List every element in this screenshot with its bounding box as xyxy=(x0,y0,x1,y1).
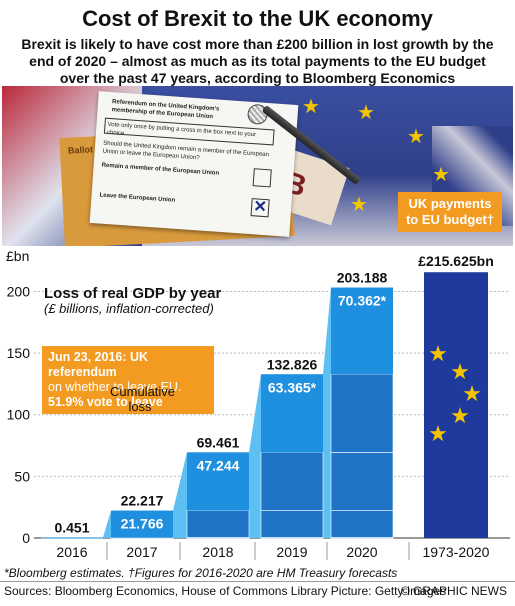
annual-value-label: 63.365* xyxy=(268,379,317,395)
cumulative-value-label: 0.451 xyxy=(54,519,89,535)
eu-star-icon: ★ xyxy=(432,164,450,186)
leave-cross-icon: ✕ xyxy=(250,198,270,218)
gdp-subtitle: (£ billions, inflation-corrected) xyxy=(44,301,214,316)
option-leave: Leave the European Union xyxy=(99,192,176,204)
event-line-2: on whether to leave EU. xyxy=(48,380,182,394)
x-axis-labels: 2016 2017 2018 2019 2020 1973-2020 xyxy=(56,542,490,560)
eu-star-icon: ★ xyxy=(462,382,482,407)
eu-star-icon: ★ xyxy=(357,102,375,124)
x-tick-label: 2016 xyxy=(56,544,87,560)
sources: Sources: Bloomberg Economics, House of C… xyxy=(4,584,447,598)
y-tick-label: 200 xyxy=(7,283,31,299)
x-tick-label: 2020 xyxy=(346,544,377,560)
divider xyxy=(0,581,515,582)
value-labels: 0.451 21.766 22.217 47.244 69.461 63.365* 132.… xyxy=(54,253,493,535)
event-line-3: 51.9% vote to leave xyxy=(48,395,163,409)
y-tick-label: 150 xyxy=(7,345,31,361)
uk-budget-value-label: £215.625bn xyxy=(418,253,494,269)
bar-segment xyxy=(186,510,250,538)
ballot-photo: ★ ★ ★ ★ ★ Ballot B Referendum on the Uni… xyxy=(2,86,513,246)
footnote: *Bloomberg estimates. †Figures for 2016-… xyxy=(4,566,398,580)
bar-segment xyxy=(111,510,173,538)
cumulative-value-label: 203.188 xyxy=(337,270,388,286)
uk-budget-bar xyxy=(424,272,488,538)
annual-value-label: 70.362* xyxy=(338,293,387,309)
y-tick-label: 100 xyxy=(7,407,31,423)
x-tick-label: 2019 xyxy=(276,544,307,560)
x-tick-label: 2017 xyxy=(126,544,157,560)
eu-star-icon: ★ xyxy=(450,360,470,385)
bar-segment xyxy=(331,287,393,375)
envelope-text: Ballot xyxy=(67,144,94,156)
event-line-1: Jun 23, 2016: UK referendum xyxy=(48,350,149,379)
cumulative-value-label: 22.217 xyxy=(121,493,164,509)
bar-segment xyxy=(261,374,323,453)
eu-star-icon: ★ xyxy=(407,126,425,148)
bar-segment xyxy=(41,537,103,539)
bar-segment xyxy=(110,537,174,539)
x-tick-label: 1973-2020 xyxy=(423,544,490,560)
cumulative-loss-label: Cumulative loss xyxy=(110,384,176,414)
bars: ★★★★★ xyxy=(41,272,488,539)
chart-subtitle: Brexit is likely to have cost more than … xyxy=(21,36,494,86)
bar-segment xyxy=(260,510,324,538)
y-tick-label: 50 xyxy=(14,468,30,484)
bar-segment xyxy=(330,452,394,511)
y-tick-label: 0 xyxy=(22,530,30,546)
bar-segment xyxy=(260,452,324,511)
uk-payments-label: UK payments to EU budget† xyxy=(398,192,502,232)
cumulative-value-label: 132.826 xyxy=(267,356,318,372)
eu-star-icon: ★ xyxy=(428,422,448,447)
eu-star-icon: ★ xyxy=(302,96,320,118)
credit: © GRAPHIC NEWS xyxy=(400,584,507,598)
annual-value-label: 21.766 xyxy=(121,516,164,532)
eu-star-icon: ★ xyxy=(350,194,368,216)
chart-title: Cost of Brexit to the UK economy xyxy=(82,6,433,31)
x-tick-label: 2018 xyxy=(202,544,233,560)
eu-star-icon: ★ xyxy=(428,342,448,367)
bar-segment xyxy=(187,452,249,511)
referendum-callout: Jun 23, 2016: UK referendum on whether t… xyxy=(42,346,214,414)
gdp-title: Loss of real GDP by year xyxy=(44,285,222,302)
unit-label: £bn xyxy=(6,248,30,264)
bar-segment xyxy=(330,510,394,538)
cumulative-value-label: 69.461 xyxy=(197,434,240,450)
bar-segment xyxy=(330,373,394,453)
remain-box xyxy=(252,168,272,188)
eu-star-icon: ★ xyxy=(450,404,470,429)
annual-value-label: 47.244 xyxy=(197,457,240,473)
